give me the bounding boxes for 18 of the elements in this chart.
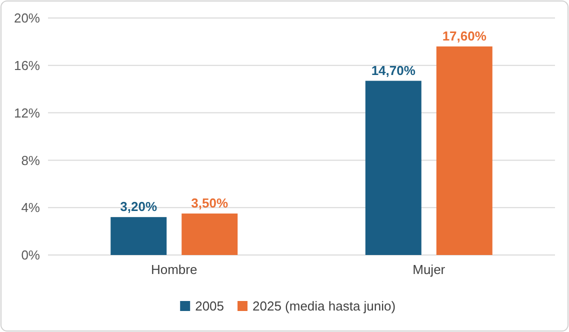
y-tick-label: 4% <box>21 200 40 216</box>
data-label: 14,70% <box>371 62 416 78</box>
x-tick-label: Mujer <box>412 262 446 277</box>
bar <box>365 80 422 255</box>
legend-label: 2005 <box>195 298 224 314</box>
y-tick-label: 16% <box>14 58 40 73</box>
y-tick-label: 20% <box>14 10 40 26</box>
bar <box>182 214 238 255</box>
legend-label: 2025 (media hasta junio) <box>252 298 396 314</box>
data-label: 3,50% <box>191 196 228 211</box>
data-label: 17,60% <box>442 28 487 44</box>
y-tick-label: 12% <box>14 105 40 120</box>
bar <box>110 217 167 255</box>
bar <box>436 46 492 255</box>
x-tick-label: Hombre <box>150 262 198 277</box>
y-tick-label: 8% <box>21 152 40 168</box>
y-tick-label: 0% <box>21 248 40 263</box>
data-label: 3,20% <box>120 199 158 214</box>
